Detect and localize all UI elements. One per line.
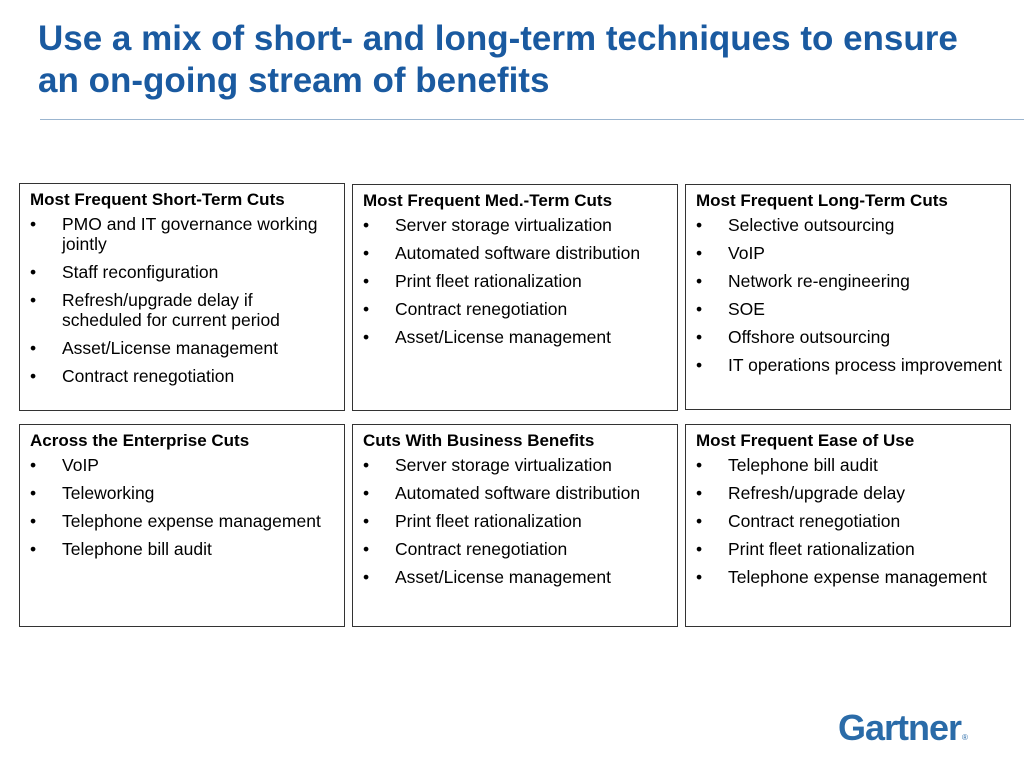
- med-term-cuts-box: Most Frequent Med.-Term Cuts Server stor…: [352, 184, 678, 411]
- list-item: Network re-engineering: [696, 271, 1002, 291]
- list-item: Refresh/upgrade delay: [696, 483, 1002, 503]
- list-item: Asset/License management: [30, 338, 336, 358]
- list-item: VoIP: [30, 455, 336, 475]
- list-item: IT operations process improvement: [696, 355, 1002, 375]
- list-item: Contract renegotiation: [30, 366, 336, 386]
- registered-mark: ®: [962, 733, 968, 742]
- box-heading: Most Frequent Med.-Term Cuts: [363, 191, 613, 210]
- bullet-list: PMO and IT governance working jointly St…: [30, 214, 336, 386]
- box-heading: Most Frequent Long-Term Cuts: [696, 191, 948, 210]
- list-item: Print fleet rationalization: [696, 539, 1002, 559]
- list-item: Teleworking: [30, 483, 336, 503]
- list-item: Server storage virtualization: [363, 215, 669, 235]
- bullet-list: Server storage virtualization Automated …: [363, 215, 669, 347]
- list-item: Telephone expense management: [30, 511, 336, 531]
- slide-title: Use a mix of short- and long-term techni…: [38, 19, 958, 100]
- list-item: Contract renegotiation: [363, 539, 669, 559]
- business-benefits-box: Cuts With Business Benefits Server stora…: [352, 424, 678, 627]
- ease-of-use-box: Most Frequent Ease of Use Telephone bill…: [685, 424, 1011, 627]
- list-item: Asset/License management: [363, 327, 669, 347]
- bullet-list: Telephone bill audit Refresh/upgrade del…: [696, 455, 1002, 587]
- list-item: Contract renegotiation: [363, 299, 669, 319]
- list-item: Telephone bill audit: [696, 455, 1002, 475]
- list-item: Print fleet rationalization: [363, 511, 669, 531]
- list-item: Automated software distribution: [363, 243, 669, 263]
- bullet-list: Selective outsourcing VoIP Network re-en…: [696, 215, 1002, 375]
- long-term-cuts-box: Most Frequent Long-Term Cuts Selective o…: [685, 184, 1011, 410]
- list-item: Selective outsourcing: [696, 215, 1002, 235]
- list-item: VoIP: [696, 243, 1002, 263]
- bullet-list: VoIP Teleworking Telephone expense manag…: [30, 455, 336, 559]
- box-heading: Most Frequent Ease of Use: [696, 431, 915, 450]
- short-term-cuts-box: Most Frequent Short-Term Cuts PMO and IT…: [19, 183, 345, 411]
- enterprise-cuts-box: Across the Enterprise Cuts VoIP Telework…: [19, 424, 345, 627]
- box-heading: Most Frequent Short-Term Cuts: [30, 190, 285, 209]
- box-heading: Across the Enterprise Cuts: [30, 431, 250, 450]
- box-heading: Cuts With Business Benefits: [363, 431, 595, 450]
- gartner-logo: Gartner: [838, 707, 962, 748]
- list-item: Automated software distribution: [363, 483, 669, 503]
- list-item: Offshore outsourcing: [696, 327, 1002, 347]
- list-item: PMO and IT governance working jointly: [30, 214, 336, 254]
- list-item: Contract renegotiation: [696, 511, 1002, 531]
- list-item: Asset/License management: [363, 567, 669, 587]
- bullet-list: Server storage virtualization Automated …: [363, 455, 669, 587]
- list-item: Print fleet rationalization: [363, 271, 669, 291]
- title-divider: [40, 119, 1024, 120]
- list-item: SOE: [696, 299, 1002, 319]
- list-item: Telephone expense management: [696, 567, 1002, 587]
- list-item: Staff reconfiguration: [30, 262, 336, 282]
- list-item: Telephone bill audit: [30, 539, 336, 559]
- list-item: Refresh/upgrade delay if scheduled for c…: [30, 290, 336, 330]
- list-item: Server storage virtualization: [363, 455, 669, 475]
